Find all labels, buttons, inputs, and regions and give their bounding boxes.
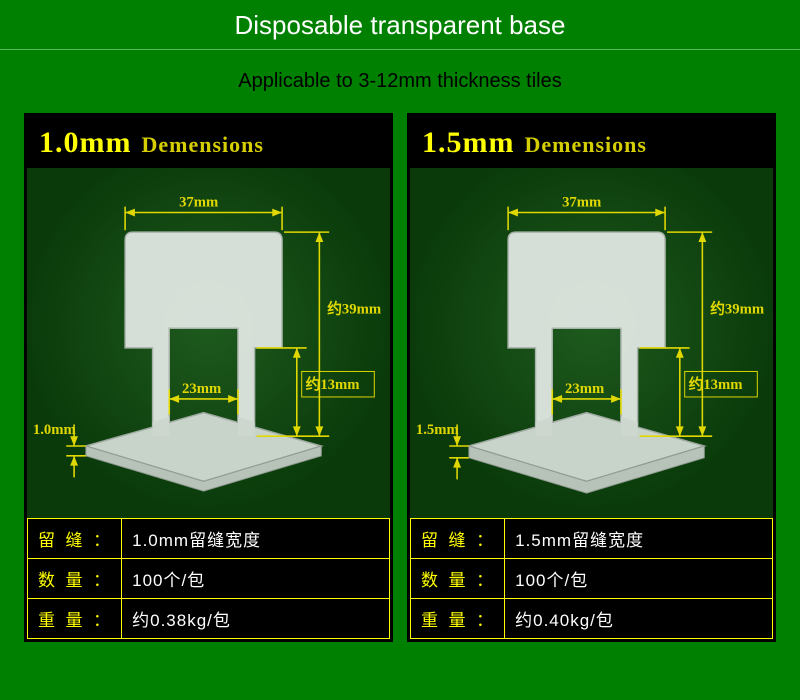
spec-table: 留缝： 1.5mm留缝宽度 数量： 100个/包 重量： 约0.40kg/包 <box>410 518 773 639</box>
spec-key: 留缝： <box>28 519 122 559</box>
tile-clip-icon <box>86 232 321 491</box>
table-row: 重量： 约0.38kg/包 <box>28 599 390 639</box>
dim-tab-height-label: 约13mm <box>306 375 360 393</box>
spec-val: 100个/包 <box>505 559 773 599</box>
dim-inner-width: 23mm <box>169 381 238 415</box>
dim-top-width: 37mm <box>508 195 665 231</box>
dim-inner-width-label: 23mm <box>565 381 604 397</box>
tile-clip-icon <box>469 232 704 493</box>
spec-val: 约0.38kg/包 <box>122 599 390 639</box>
dim-top-width-label: 37mm <box>179 195 218 211</box>
table-row: 留缝： 1.5mm留缝宽度 <box>411 519 773 559</box>
clip-diagram-svg: 37mm 23mm 约39m <box>27 168 390 518</box>
panels-row: 1.0mm Demensions <box>0 113 800 642</box>
spec-key: 数量： <box>411 559 505 599</box>
dim-base-thickness-label: 1.5mm <box>416 422 459 438</box>
clip-diagram-svg: 37mm 23mm 约39mm <box>410 168 773 518</box>
panel-dimensions-label: Demensions <box>524 132 646 158</box>
spec-key: 数量： <box>28 559 122 599</box>
table-row: 数量： 100个/包 <box>411 559 773 599</box>
panel-size-label: 1.5mm <box>422 126 514 160</box>
dim-full-height-label: 约39mm <box>710 300 764 318</box>
spec-table: 留缝： 1.0mm留缝宽度 数量： 100个/包 重量： 约0.38kg/包 <box>27 518 390 639</box>
dim-full-height-label: 约39mm <box>327 300 381 318</box>
dim-base-thickness-label: 1.0mm <box>33 422 76 438</box>
panel-title-bar: 1.5mm Demensions <box>410 116 773 168</box>
spec-val: 1.5mm留缝宽度 <box>505 519 773 559</box>
spec-val: 约0.40kg/包 <box>505 599 773 639</box>
spec-key: 留缝： <box>411 519 505 559</box>
spec-key: 重量： <box>411 599 505 639</box>
dim-base-thickness: 1.5mm <box>416 422 469 479</box>
dim-base-thickness: 1.0mm <box>33 422 86 477</box>
dimension-diagram: 37mm 23mm 约39mm <box>410 168 773 518</box>
table-row: 留缝： 1.0mm留缝宽度 <box>28 519 390 559</box>
dim-top-width-label: 37mm <box>562 195 601 211</box>
spec-val: 1.0mm留缝宽度 <box>122 519 390 559</box>
panel-1-0mm: 1.0mm Demensions <box>24 113 393 642</box>
header: Disposable transparent base <box>0 0 800 49</box>
dim-inner-width: 23mm <box>552 381 621 415</box>
dimension-diagram: 37mm 23mm 约39m <box>27 168 390 518</box>
header-title: Disposable transparent base <box>0 10 800 41</box>
panel-1-5mm: 1.5mm Demensions 37mm <box>407 113 776 642</box>
panel-size-label: 1.0mm <box>39 126 131 160</box>
dim-tab-height: 约13mm <box>640 348 743 436</box>
table-row: 重量： 约0.40kg/包 <box>411 599 773 639</box>
subheader: Applicable to 3-12mm thickness tiles <box>0 50 800 113</box>
dim-top-width: 37mm <box>125 195 282 231</box>
dim-inner-width-label: 23mm <box>182 381 221 397</box>
header-subtitle: Applicable to 3-12mm thickness tiles <box>0 60 800 105</box>
dim-tab-height: 约13mm <box>257 348 379 436</box>
table-row: 数量： 100个/包 <box>28 559 390 599</box>
spec-val: 100个/包 <box>122 559 390 599</box>
dim-tab-height-label: 约13mm <box>689 375 743 393</box>
spec-key: 重量： <box>28 599 122 639</box>
panel-title-bar: 1.0mm Demensions <box>27 116 390 168</box>
panel-dimensions-label: Demensions <box>141 132 263 158</box>
